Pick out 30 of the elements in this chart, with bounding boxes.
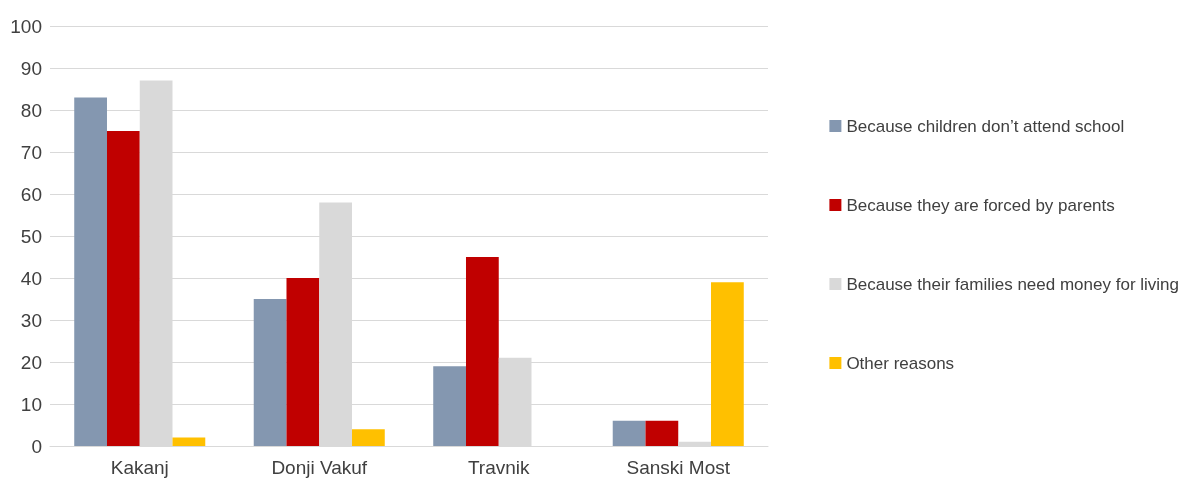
x-tick-label: Kakanj xyxy=(110,457,169,478)
bar xyxy=(711,282,744,446)
bar xyxy=(286,278,320,446)
y-tick-label: 50 xyxy=(20,225,42,247)
legend-label: Because their families need money for living xyxy=(846,274,1180,294)
bar xyxy=(106,131,140,446)
y-tick-label: 90 xyxy=(20,57,42,79)
y-tick-label: 0 xyxy=(31,435,42,457)
y-tick-label: 30 xyxy=(20,309,42,331)
y-tick-label: 60 xyxy=(20,183,42,205)
bar xyxy=(74,97,107,446)
x-tick-label: Sanski Most xyxy=(626,457,731,478)
bar xyxy=(465,257,499,446)
y-tick-label: 20 xyxy=(20,351,42,373)
bar xyxy=(253,299,287,446)
legend-label: Because children don’t attend school xyxy=(846,116,1125,136)
y-tick-label: 40 xyxy=(20,267,42,289)
bar xyxy=(612,420,646,446)
legend-label: Because they are forced by parents xyxy=(846,195,1115,215)
legend-label: Other reasons xyxy=(846,353,955,373)
bar xyxy=(645,420,679,446)
bar xyxy=(352,429,385,446)
bar xyxy=(172,437,206,446)
y-tick-label: 70 xyxy=(20,141,42,163)
y-tick-label: 80 xyxy=(20,99,42,121)
bar xyxy=(433,366,466,446)
x-tick-label: Donji Vakuf xyxy=(271,457,368,478)
y-tick-label: 10 xyxy=(20,393,42,415)
y-tick-label: 100 xyxy=(10,15,42,37)
x-tick-label: Travnik xyxy=(467,457,531,478)
